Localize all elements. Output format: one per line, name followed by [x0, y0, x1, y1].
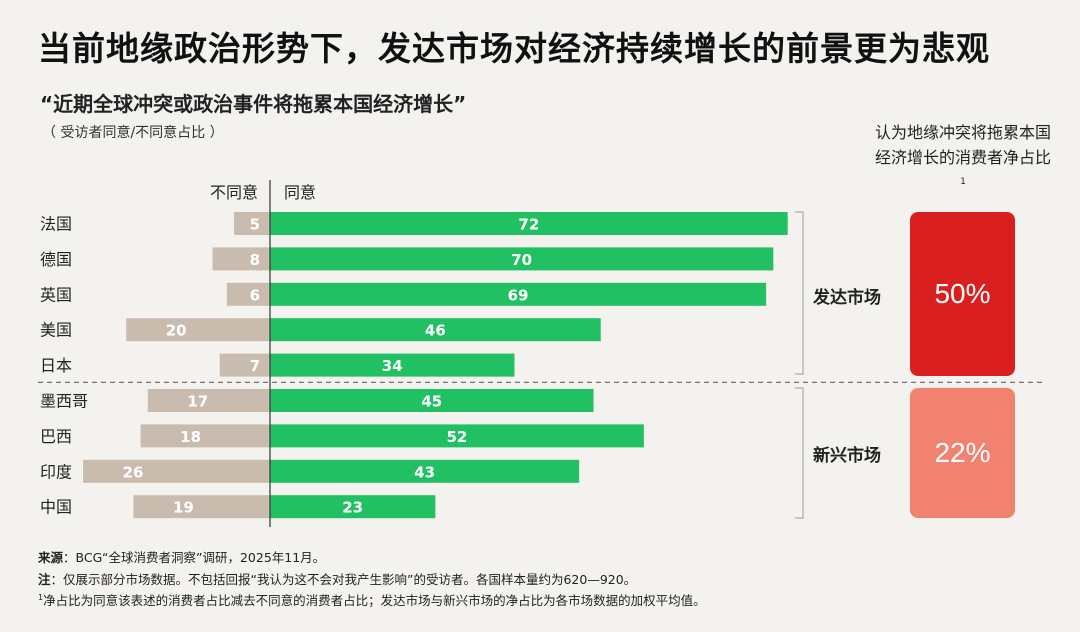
bar-disagree: [147, 389, 270, 412]
bar-disagree-value: 18: [180, 428, 201, 446]
category-label: 日本: [40, 356, 72, 375]
legend-agree-label: 同意: [284, 183, 316, 202]
bar-agree-value: 34: [382, 357, 403, 375]
bar-disagree: [126, 318, 270, 342]
bar-agree-value: 46: [425, 322, 446, 340]
bar-disagree-value: 5: [250, 216, 260, 234]
bar-agree-value: 70: [511, 251, 532, 269]
legend-disagree-label: 不同意: [210, 183, 258, 202]
bar-agree: [270, 212, 788, 235]
note-line: 注：仅展示部分市场数据。不包括回报“我认为这不会对我产生影响”的受访者。各国样本…: [38, 569, 636, 588]
bar-agree: [270, 247, 774, 271]
category-label: 法国: [40, 215, 72, 234]
bar-agree: [270, 424, 644, 448]
category-label: 墨西哥: [40, 392, 88, 411]
developed-market-label: 发达市场: [813, 288, 881, 308]
bar-agree-value: 72: [518, 216, 539, 234]
bar-disagree: [133, 495, 270, 519]
net-share-title-text: 认为地缘冲突将拖累本国经济增长的消费者净占比: [874, 123, 1051, 167]
bar-disagree: [83, 459, 270, 483]
bar-disagree: [140, 424, 270, 448]
bar-disagree: [234, 212, 270, 235]
bar-agree-value: 23: [342, 499, 363, 517]
source-label: 来源: [38, 550, 64, 565]
chart-subtitle: “近期全球冲突或政治事件将拖累本国经济增长”: [40, 92, 467, 116]
bar-disagree: [219, 353, 270, 377]
note-text: ：仅展示部分市场数据。不包括回报“我认为这不会对我产生影响”的受访者。各国样本量…: [50, 572, 637, 587]
bar-agree: [270, 459, 580, 483]
bar-agree-value: 45: [421, 393, 442, 411]
bar-disagree-value: 6: [250, 286, 260, 304]
bar-disagree: [212, 247, 270, 271]
developed-net-share-value: 50%: [934, 278, 991, 309]
bar-disagree-value: 17: [187, 393, 208, 411]
source-line: 来源：BCG“全球消费者洞察”调研，2025年11月。: [38, 547, 325, 566]
bar-agree: [270, 318, 601, 342]
emerging-net-share-box: 22%: [910, 388, 1015, 518]
chart-note: （ 受访者同意/不同意占比 ）: [42, 125, 224, 141]
footnote-mark: 1: [38, 592, 44, 602]
bar-disagree-value: 26: [123, 463, 144, 481]
developed-net-share-box: 50%: [910, 212, 1015, 376]
bar-agree-value: 52: [447, 428, 468, 446]
page-title: 当前地缘政治形势下，发达市场对经济持续增长的前景更为悲观: [38, 29, 990, 68]
bar-agree: [270, 353, 515, 377]
category-label: 巴西: [40, 427, 72, 446]
bar-agree-value: 43: [414, 463, 435, 481]
emerging-market-label: 新兴市场: [813, 446, 881, 466]
bar-agree: [270, 389, 594, 412]
footnote-text: 净占比为同意该表述的消费者占比减去不同意的消费者占比；发达市场与新兴市场的净占比…: [43, 593, 706, 608]
emerging-bracket: [795, 387, 804, 519]
net-share-title-footnote-mark: 1: [960, 177, 966, 187]
bar-disagree-value: 20: [166, 322, 187, 340]
footnote-line: 1净占比为同意该表述的消费者占比减去不同意的消费者占比；发达市场与新兴市场的净占…: [38, 590, 706, 609]
category-label: 美国: [40, 321, 72, 340]
note-label: 注: [38, 572, 51, 587]
bar-agree: [270, 282, 767, 306]
bar-agree: [270, 495, 436, 519]
bar-disagree-value: 8: [250, 251, 260, 269]
category-label: 英国: [40, 285, 72, 304]
emerging-net-share-value: 22%: [934, 437, 991, 468]
category-label: 德国: [40, 250, 72, 269]
net-share-title: 认为地缘冲突将拖累本国经济增长的消费者净占比 1: [874, 120, 1052, 197]
bar-agree-value: 69: [508, 286, 529, 304]
source-text: ：BCG“全球消费者洞察”调研，2025年11月。: [63, 550, 326, 565]
bar-disagree: [226, 282, 270, 306]
category-label: 印度: [40, 462, 72, 481]
category-label: 中国: [40, 498, 72, 517]
bar-disagree-value: 19: [173, 499, 194, 517]
developed-bracket: [795, 211, 804, 375]
bar-disagree-value: 7: [250, 357, 260, 375]
